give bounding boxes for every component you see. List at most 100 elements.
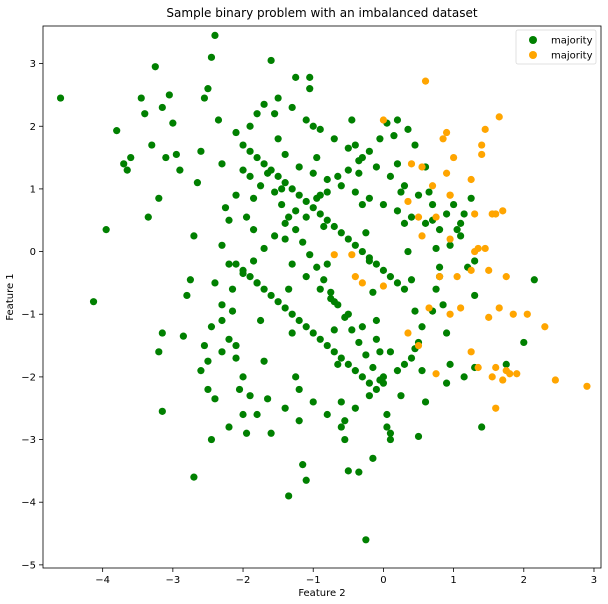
data-point-series-0-57 [313,153,321,162]
data-point-series-0-127 [337,229,345,237]
data-point-series-0-79 [390,132,398,140]
data-point-series-0-175 [362,351,370,359]
legend-label-series-0: majority [551,36,593,47]
data-point-series-0-163 [278,200,286,209]
data-point-series-0-128 [344,235,352,243]
x-tick-label-3: −1 [306,575,321,586]
data-point-series-0-281 [249,257,258,265]
data-point-series-0-272 [344,166,352,174]
data-point-series-0-106 [225,423,233,431]
data-point-series-0-44 [267,56,275,65]
points-layer [56,31,591,544]
data-point-series-0-258 [435,263,444,271]
data-point-series-0-170 [327,288,335,296]
data-point-series-0-23 [193,179,202,187]
data-point-series-0-165 [292,226,300,234]
x-tick-label-1: −3 [165,575,180,586]
data-point-series-0-211 [351,404,359,412]
data-point-series-0-253 [397,392,405,400]
data-point-series-0-34 [232,341,240,350]
data-point-series-0-278 [281,219,289,227]
data-point-series-0-103 [530,276,538,284]
data-point-series-1-31 [523,310,531,318]
data-point-series-1-0 [379,116,388,124]
data-point-series-0-146 [295,316,303,325]
x-tick-label-7: 3 [591,575,597,586]
data-point-series-0-22 [190,232,198,240]
data-point-series-0-82 [400,219,409,227]
y-axis-label: Feature 1 [5,273,16,320]
data-point-series-0-207 [295,385,303,394]
data-point-series-0-81 [397,188,405,196]
data-point-series-0-260 [453,226,461,234]
data-point-series-1-29 [485,313,493,321]
data-point-series-1-42 [583,382,591,390]
data-point-series-0-179 [295,163,303,171]
data-point-series-0-70 [358,200,366,209]
data-point-series-0-194 [344,310,352,318]
data-point-series-0-232 [330,135,338,143]
data-point-series-0-168 [313,263,321,271]
data-point-series-0-16 [169,119,177,127]
data-point-series-0-129 [351,241,359,249]
data-point-series-0-200 [225,335,233,343]
data-point-series-0-208 [309,398,317,406]
data-point-series-0-8 [141,110,149,118]
y-tick-label-7: 2 [30,122,36,133]
data-point-series-0-33 [228,307,237,315]
data-point-series-0-216 [197,367,205,375]
data-point-series-0-30 [218,160,226,168]
data-point-series-0-274 [323,188,331,196]
data-point-series-0-185 [379,200,388,209]
data-point-series-0-154 [351,367,359,375]
data-point-series-0-246 [285,492,293,500]
data-point-series-0-137 [232,260,240,268]
x-axis-label: Feature 2 [298,588,345,599]
data-point-series-0-159 [249,194,258,202]
data-point-series-0-115 [253,153,261,162]
data-point-series-1-40 [502,367,510,375]
data-point-series-0-226 [253,110,261,118]
data-point-series-0-94 [442,329,451,337]
data-point-series-0-48 [281,235,289,243]
data-point-series-0-156 [365,379,373,387]
data-point-series-0-176 [369,363,377,372]
data-point-series-0-113 [239,141,247,149]
data-point-series-0-107 [207,435,216,444]
data-point-series-0-65 [341,435,349,444]
data-point-series-0-110 [155,348,163,356]
chart-title: Sample binary problem with an imbalanced… [166,6,477,20]
data-point-series-1-35 [488,373,496,381]
data-point-series-0-221 [218,241,226,249]
data-point-series-0-123 [309,204,317,212]
data-point-series-0-145 [288,310,296,318]
data-point-series-0-196 [372,335,380,343]
data-point-series-0-52 [295,417,303,425]
data-point-series-1-47 [379,282,388,290]
data-point-series-1-5 [418,163,426,171]
data-point-series-0-116 [260,160,268,168]
data-point-series-0-69 [355,169,363,177]
data-point-series-0-0 [56,94,65,102]
data-point-series-0-66 [344,467,352,475]
data-point-series-0-169 [320,276,328,284]
y-tick-label-1: −4 [21,498,36,509]
legend-marker-majority-orange [529,51,537,59]
data-point-series-1-13 [446,235,454,243]
data-point-series-0-199 [218,316,226,325]
data-point-series-0-125 [323,216,331,224]
data-point-series-0-144 [281,304,289,312]
data-point-series-1-33 [467,348,475,356]
data-point-series-0-205 [267,429,275,437]
data-point-series-0-141 [260,285,268,293]
data-point-series-1-18 [457,304,465,312]
data-point-series-0-212 [365,392,373,400]
data-point-series-0-240 [442,210,451,218]
data-point-series-0-83 [404,247,412,256]
data-point-series-0-35 [235,385,244,394]
data-point-series-0-191 [302,273,310,281]
x-tick-label-4: 0 [380,575,386,586]
data-point-series-0-26 [204,85,212,93]
data-point-series-0-4 [120,160,128,168]
